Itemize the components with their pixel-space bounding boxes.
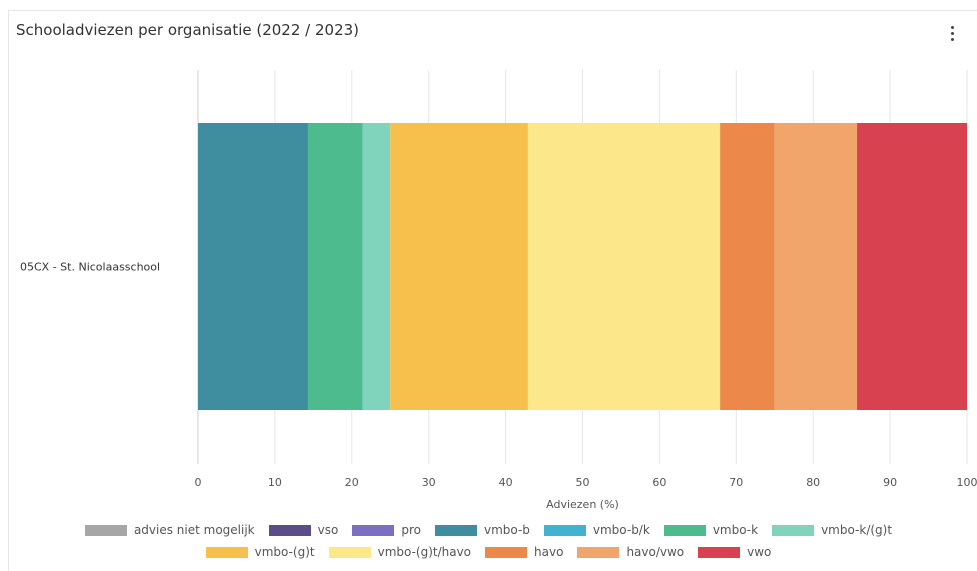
legend-swatch bbox=[772, 524, 815, 536]
stacked-bar-chart: 05CX - St. Nicolaasschool 0 10 20 30 40 50 60 70… bbox=[20, 70, 977, 511]
legend-item[interactable]: vmbo-k bbox=[663, 523, 759, 537]
bar-segment bbox=[198, 123, 308, 410]
legend-label: advies niet mogelijk bbox=[133, 523, 255, 537]
bar-segment bbox=[527, 123, 721, 410]
legend-label: vwo bbox=[747, 545, 772, 559]
legend-item[interactable]: havo/vwo bbox=[577, 545, 684, 559]
x-tick-label: 50 bbox=[576, 476, 590, 489]
legend-label: vso bbox=[317, 523, 339, 537]
legend-item[interactable]: vmbo-k/(g)t bbox=[772, 523, 892, 537]
legend-label: havo/vwo bbox=[626, 545, 685, 559]
legend-row: advies niet mogelijk vso pro vmbo-b vmbo-b/k… bbox=[0, 520, 977, 540]
legend-item[interactable]: havo bbox=[485, 545, 563, 559]
legend-item[interactable]: vmbo-(g)t/havo bbox=[328, 545, 472, 559]
x-tick-label: 100 bbox=[957, 476, 977, 489]
bar-segment bbox=[307, 123, 363, 410]
legend-swatch bbox=[328, 546, 371, 558]
legend-swatch bbox=[543, 524, 586, 536]
legend-item[interactable]: vmbo-(g)t bbox=[205, 545, 315, 559]
legend-swatch bbox=[485, 546, 528, 558]
legend-swatch bbox=[663, 524, 706, 536]
legend-swatch bbox=[268, 524, 311, 536]
legend-swatch bbox=[698, 546, 741, 558]
x-tick-label: 70 bbox=[729, 476, 743, 489]
x-tick-label: 30 bbox=[422, 476, 436, 489]
legend-label: vmbo-k bbox=[712, 523, 759, 537]
chart-legend: advies niet mogelijk vso pro vmbo-b vmbo-b/k… bbox=[0, 520, 977, 564]
x-tick-label: 20 bbox=[345, 476, 359, 489]
category-label: 05CX - St. Nicolaasschool bbox=[20, 261, 160, 274]
legend-row: vmbo-(g)t vmbo-(g)t/havo havo havo/vwo vwo bbox=[0, 542, 977, 562]
more-options-icon[interactable] bbox=[944, 22, 960, 44]
x-tick-label: 0 bbox=[195, 476, 202, 489]
legend-swatch bbox=[577, 546, 620, 558]
legend-item[interactable]: pro bbox=[352, 523, 421, 537]
x-tick-label: 80 bbox=[806, 476, 820, 489]
x-axis-title: Adviezen (%) bbox=[546, 498, 619, 511]
legend-label: vmbo-k/(g)t bbox=[821, 523, 893, 537]
legend-label: havo bbox=[534, 545, 564, 559]
bar-segment bbox=[774, 123, 858, 410]
legend-item[interactable]: vmbo-b bbox=[434, 523, 530, 537]
legend-swatch bbox=[352, 524, 395, 536]
x-tick-label: 90 bbox=[883, 476, 897, 489]
legend-label: vmbo-(g)t/havo bbox=[377, 545, 472, 559]
chart-title: Schooladviezen per organisatie (2022 / 2… bbox=[16, 21, 360, 39]
legend-label: vmbo-(g)t bbox=[254, 545, 315, 559]
x-tick-label: 60 bbox=[652, 476, 666, 489]
legend-label: vmbo-b/k bbox=[592, 523, 650, 537]
x-tick-label: 10 bbox=[268, 476, 282, 489]
legend-swatch bbox=[434, 524, 477, 536]
legend-item[interactable]: vmbo-b/k bbox=[543, 523, 650, 537]
legend-item[interactable]: vwo bbox=[698, 545, 771, 559]
bar-segment bbox=[720, 123, 775, 410]
x-tick-label: 40 bbox=[499, 476, 513, 489]
bar-segment bbox=[390, 123, 528, 410]
legend-label: vmbo-b bbox=[483, 523, 530, 537]
legend-swatch bbox=[84, 524, 127, 536]
legend-item[interactable]: vso bbox=[268, 523, 339, 537]
legend-swatch bbox=[205, 546, 248, 558]
bar-segment bbox=[362, 123, 391, 410]
chart-card bbox=[8, 10, 977, 571]
legend-item[interactable]: advies niet mogelijk bbox=[84, 523, 255, 537]
bar-segment bbox=[857, 123, 967, 410]
legend-label: pro bbox=[401, 523, 421, 537]
